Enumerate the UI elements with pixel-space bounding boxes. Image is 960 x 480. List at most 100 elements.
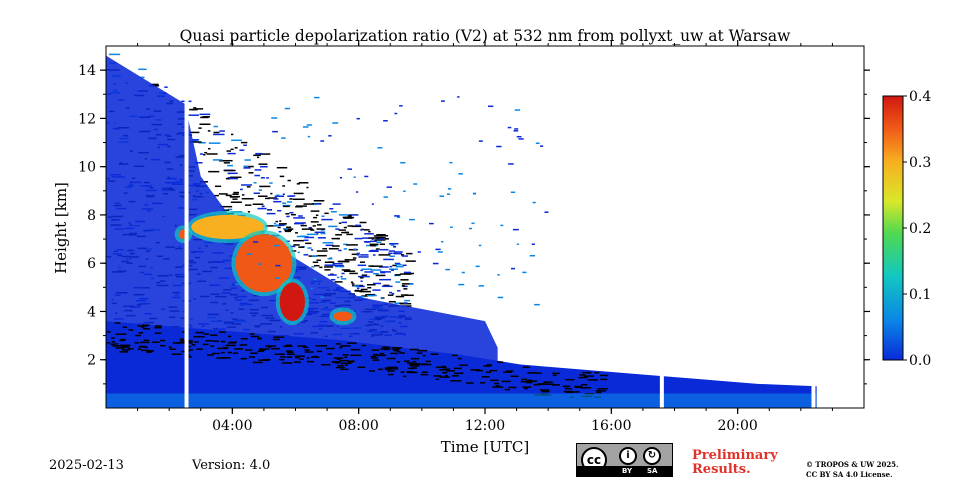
noise-pixel	[338, 229, 346, 231]
bl-top-pixel	[340, 368, 349, 371]
noise-pixel	[316, 254, 327, 257]
sparse-pixel	[394, 112, 398, 115]
bl-top-pixel	[120, 338, 127, 341]
bl-top-pixel	[522, 386, 531, 388]
bl-top-pixel	[522, 366, 531, 369]
noise-pixel	[308, 226, 313, 229]
sparse-pixel	[356, 191, 359, 193]
bl-top-pixel	[234, 348, 244, 350]
elevated-depol-layer-c	[279, 282, 305, 322]
bl-top-pixel	[347, 360, 355, 362]
noise-pixel	[296, 183, 300, 185]
noise-pixel	[276, 200, 282, 203]
noise-pixel	[293, 192, 304, 195]
bl-top-pixel	[451, 354, 458, 357]
bl-top-pixel	[121, 349, 130, 351]
bl-top-pixel	[169, 348, 176, 350]
bl-top-pixel	[193, 341, 199, 343]
noise-pixel	[404, 271, 411, 274]
sparse-pixel	[478, 244, 482, 247]
sparse-pixel	[471, 222, 475, 225]
noise-pixel	[363, 229, 370, 231]
footer-date: 2025-02-13	[49, 458, 124, 473]
noise-pixel	[347, 259, 356, 261]
noise-pixel	[275, 224, 284, 227]
noise-pixel	[292, 198, 305, 201]
noise-pixel	[254, 169, 262, 171]
bl-top-pixel	[547, 383, 555, 385]
bl-top-pixel	[134, 342, 139, 344]
noise-pixel	[330, 279, 336, 281]
sparse-pixel	[266, 177, 269, 179]
noise-pixel	[373, 235, 383, 237]
bl-top-pixel	[344, 356, 348, 358]
noise-pixel	[293, 244, 300, 246]
noise-pixel	[213, 125, 218, 128]
noise-pixel	[360, 288, 368, 291]
noise-pixel	[364, 233, 374, 235]
noise-pixel	[230, 133, 234, 136]
noise-pixel	[255, 152, 263, 155]
noise-pixel	[387, 294, 394, 296]
noise-pixel	[208, 142, 221, 144]
noise-pixel	[252, 203, 264, 205]
bl-top-pixel	[390, 352, 399, 355]
bl-top-pixel	[595, 390, 607, 392]
colorbar-tick-label: 0.0	[909, 353, 931, 369]
noise-pixel	[360, 254, 369, 256]
noise-pixel	[372, 282, 381, 285]
sparse-pixel	[371, 203, 374, 205]
sparse-pixel	[287, 195, 294, 197]
noise-pixel	[224, 169, 236, 172]
bl-top-pixel	[406, 362, 413, 364]
sparse-pixel	[276, 194, 280, 196]
noise-pixel	[338, 249, 342, 252]
bl-top-pixel	[280, 356, 286, 358]
noise-pixel	[388, 252, 393, 255]
bl-top-pixel	[380, 348, 390, 350]
sparse-pixel	[275, 264, 281, 267]
sparse-pixel	[445, 268, 450, 271]
sparse-pixel	[532, 201, 536, 204]
noise-pixel	[279, 220, 282, 222]
bl-top-pixel	[466, 382, 474, 384]
bl-top-pixel	[240, 337, 248, 340]
noise-pixel	[379, 271, 391, 273]
noise-pixel	[356, 287, 360, 290]
noise-pixel	[193, 107, 197, 109]
noise-pixel	[322, 247, 328, 250]
bl-top-pixel	[141, 349, 149, 352]
noise-pixel	[295, 205, 303, 208]
noise-pixel	[374, 239, 386, 241]
noise-pixel	[227, 176, 232, 179]
noise-pixel	[248, 172, 254, 174]
bl-top-pixel	[137, 348, 142, 350]
bl-top-pixel	[521, 378, 527, 381]
bl-top-pixel	[435, 378, 439, 381]
noise-pixel	[319, 266, 323, 269]
noise-pixel	[311, 266, 315, 268]
bl-top-pixel	[141, 326, 145, 329]
noise-pixel	[332, 262, 343, 265]
bl-top-pixel	[539, 389, 550, 391]
bl-top-pixel	[439, 369, 446, 371]
noise-pixel	[366, 283, 376, 286]
bl-top-pixel	[212, 340, 219, 342]
x-tick-label: 16:00	[591, 418, 631, 434]
noise-pixel	[228, 208, 233, 211]
bl-top-pixel	[306, 360, 315, 363]
copyright-line-2: CC BY SA 4.0 License.	[806, 470, 893, 479]
bl-top-pixel	[217, 347, 228, 350]
sparse-pixel	[306, 124, 312, 126]
noise-pixel	[394, 302, 402, 304]
bl-top-pixel	[119, 351, 129, 353]
noise-pixel	[403, 288, 408, 290]
noise-pixel	[332, 245, 340, 247]
noise-pixel	[356, 252, 360, 255]
bl-top-pixel	[286, 356, 293, 358]
sparse-pixel	[399, 105, 403, 107]
noise-pixel	[243, 144, 247, 147]
bl-top-pixel	[322, 345, 328, 347]
noise-pixel	[395, 281, 401, 283]
noise-pixel	[393, 246, 396, 248]
